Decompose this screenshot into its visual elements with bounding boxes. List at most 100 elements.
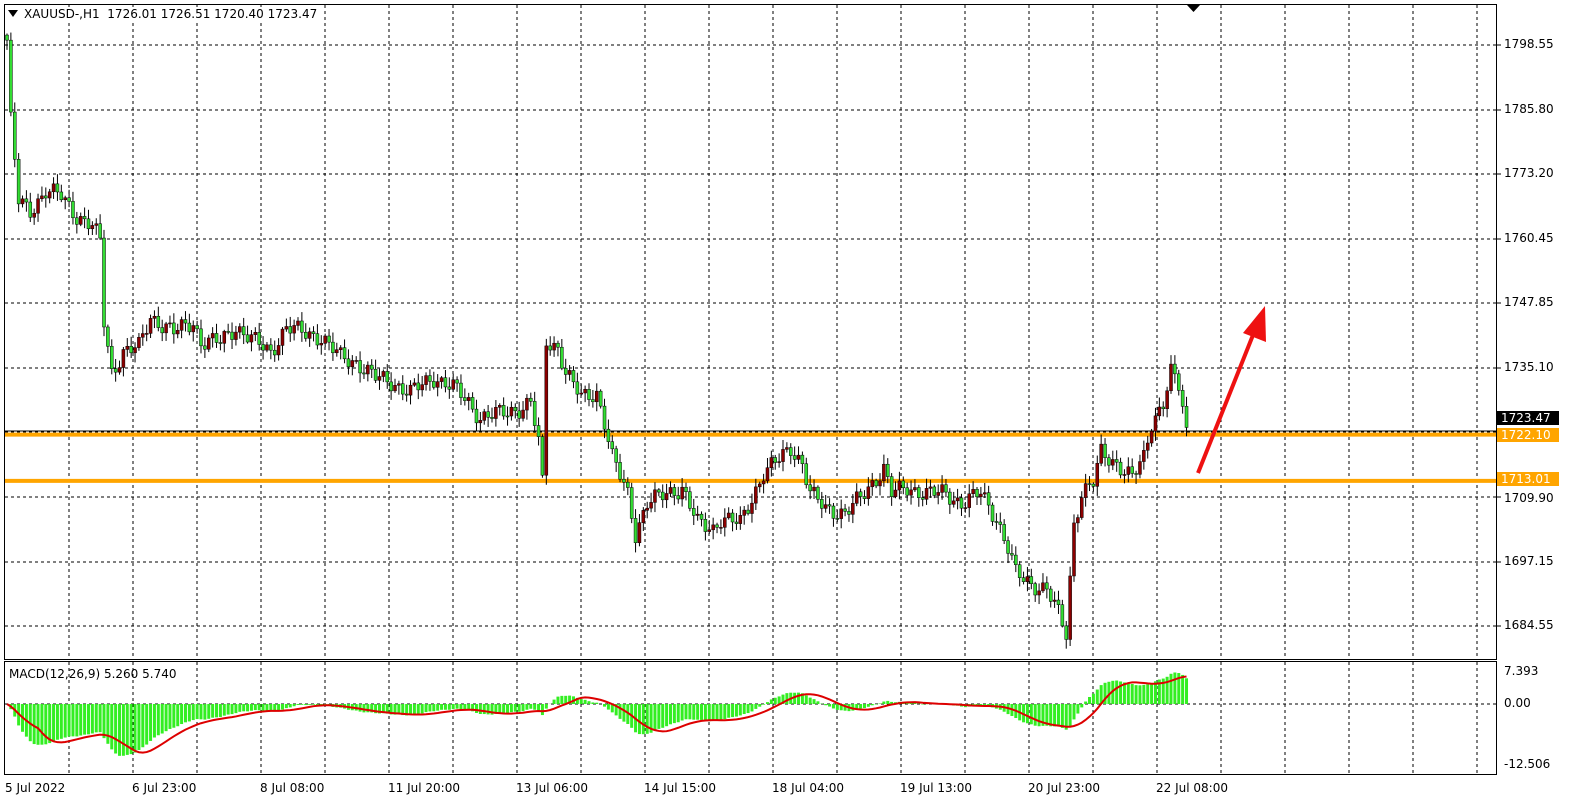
candle xyxy=(335,342,339,357)
candle xyxy=(385,364,389,389)
candle xyxy=(366,361,370,382)
candle-body xyxy=(292,325,296,334)
candle-body xyxy=(1184,406,1189,428)
candle-body xyxy=(296,320,300,326)
candle xyxy=(156,306,161,332)
candle-body xyxy=(160,327,164,334)
candle xyxy=(1064,621,1068,649)
macd-histogram-bar xyxy=(443,704,447,710)
candle-body xyxy=(1006,540,1010,554)
candle xyxy=(606,419,611,449)
candle-body xyxy=(5,34,9,41)
macd-histogram-bar xyxy=(114,704,118,754)
time-tick-label: 11 Jul 20:00 xyxy=(388,781,460,795)
candle-body xyxy=(44,195,48,199)
macd-histogram-bar xyxy=(1185,678,1189,704)
macd-histogram-bar xyxy=(405,704,409,716)
candle-body xyxy=(835,518,840,520)
candle-body xyxy=(773,457,777,463)
macd-histogram-bar xyxy=(700,704,704,720)
macd-histogram-bar xyxy=(226,704,230,715)
candle-body xyxy=(463,397,467,401)
candle-body xyxy=(746,509,750,514)
time-tick-label: 14 Jul 15:00 xyxy=(644,781,716,795)
candle-body xyxy=(668,487,673,494)
macd-histogram-bar xyxy=(211,704,215,718)
candle-body xyxy=(932,486,937,496)
candle xyxy=(963,501,968,513)
candle xyxy=(160,319,164,342)
candle-body xyxy=(882,463,886,482)
candle xyxy=(645,501,649,519)
candle-body xyxy=(800,454,805,465)
macd-histogram-bar xyxy=(455,704,459,709)
candle xyxy=(102,229,106,337)
candle-body xyxy=(936,492,940,496)
candle xyxy=(32,208,36,225)
candle-body xyxy=(629,487,634,519)
candle-body xyxy=(439,377,444,382)
candle-body xyxy=(1103,443,1107,458)
candle xyxy=(812,479,816,499)
candle xyxy=(478,411,483,431)
macd-label: MACD(12,26,9) 5.260 5.740 xyxy=(9,667,177,681)
macd-histogram-bar xyxy=(187,704,191,722)
macd-histogram-bar xyxy=(261,704,265,711)
candle-body xyxy=(1025,576,1030,582)
chart-shift-marker-icon[interactable] xyxy=(1187,5,1200,12)
candle-body xyxy=(610,441,615,450)
candle xyxy=(5,33,9,50)
candle xyxy=(944,478,948,498)
candle-body xyxy=(1010,553,1014,556)
candle-body xyxy=(789,447,793,456)
candle-body xyxy=(1138,461,1142,475)
candle xyxy=(358,351,362,383)
candle-body xyxy=(86,218,91,230)
candle-body xyxy=(241,326,246,336)
macd-histogram-bar xyxy=(754,704,758,709)
macd-histogram-bar xyxy=(575,697,579,704)
candle-body xyxy=(280,328,285,346)
macd-histogram-bar xyxy=(436,704,440,711)
macd-histogram-bar xyxy=(180,704,184,725)
candle xyxy=(920,490,925,507)
candle xyxy=(432,371,436,390)
candle xyxy=(238,323,242,339)
macd-histogram-bar xyxy=(785,693,789,704)
macd-histogram-bar xyxy=(424,704,428,713)
candle-body xyxy=(862,496,867,499)
arrow-up-icon[interactable] xyxy=(1243,306,1266,342)
candle xyxy=(16,153,21,213)
candle xyxy=(757,481,762,493)
candle xyxy=(13,102,17,168)
candle-body xyxy=(1095,463,1100,487)
candle-body xyxy=(602,405,607,430)
macd-histogram-bar xyxy=(668,704,672,725)
macd-histogram-bar xyxy=(246,704,250,712)
candle xyxy=(761,473,766,494)
candle-body xyxy=(761,480,766,485)
candle xyxy=(1114,450,1119,472)
candle-body xyxy=(168,322,172,325)
macd-histogram-bar xyxy=(494,704,498,714)
candle-body xyxy=(548,345,552,351)
candle-body xyxy=(688,491,692,509)
candle xyxy=(699,511,704,527)
dropdown-triangle-icon[interactable] xyxy=(8,10,18,17)
candle-body xyxy=(878,480,882,487)
candle-body xyxy=(455,379,459,384)
candle xyxy=(315,324,320,350)
macd-histogram-bar xyxy=(374,704,378,714)
arrow-shaft[interactable] xyxy=(1196,329,1257,474)
candle xyxy=(707,520,712,534)
candle xyxy=(94,218,98,235)
candle xyxy=(505,406,510,426)
macd-histogram-bar xyxy=(59,704,63,739)
candle xyxy=(82,207,87,229)
candle xyxy=(323,333,327,348)
candle xyxy=(63,195,67,210)
candle-body xyxy=(203,345,207,350)
candle-body xyxy=(1080,497,1084,518)
candle xyxy=(1107,454,1111,473)
candle xyxy=(55,174,60,201)
